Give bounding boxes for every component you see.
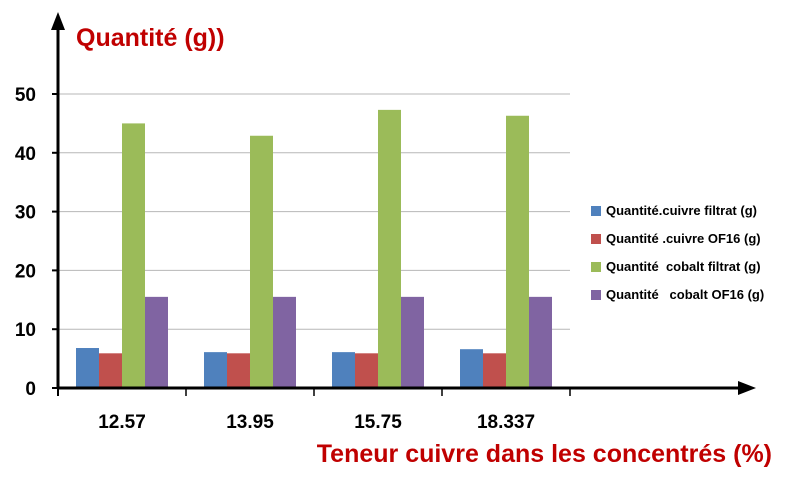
legend-label: Quantité .cuivre OF16 (g) xyxy=(606,231,761,246)
bar xyxy=(122,123,145,389)
y-axis-arrow xyxy=(51,12,65,30)
x-tick-label: 18.337 xyxy=(477,412,535,433)
legend-swatch xyxy=(591,206,601,216)
legend-label: Quantité cobalt filtrat (g) xyxy=(606,259,761,274)
bar xyxy=(401,296,424,388)
legend-label: Quantité.cuivre filtrat (g) xyxy=(606,203,757,218)
y-tick-label: 20 xyxy=(15,261,36,282)
y-axis-title: Quantité (g)) xyxy=(76,24,225,52)
bar xyxy=(250,135,273,388)
bar xyxy=(483,353,506,388)
bar xyxy=(145,296,168,388)
bar xyxy=(76,348,99,388)
bar xyxy=(378,109,401,388)
x-axis-arrow xyxy=(738,381,756,395)
bar xyxy=(99,353,122,388)
legend-label: Quantité cobalt OF16 (g) xyxy=(606,287,764,302)
bar xyxy=(273,296,296,388)
y-tick-label: 0 xyxy=(25,379,36,400)
y-tick-label: 30 xyxy=(15,203,36,224)
legend-swatch xyxy=(591,290,601,300)
bar xyxy=(227,353,250,388)
category-labels: 12.57 13.95 15.75 18.337 xyxy=(98,388,571,433)
y-tick-label: 50 xyxy=(15,85,36,106)
x-tick-label: 13.95 xyxy=(226,412,274,433)
bar xyxy=(529,296,552,388)
x-tick-label: 12.57 xyxy=(98,412,146,433)
legend-swatch xyxy=(591,262,601,272)
bar xyxy=(332,352,355,388)
legend-swatch xyxy=(591,234,601,244)
bars xyxy=(76,109,552,389)
x-tick-label: 15.75 xyxy=(354,412,402,433)
bar xyxy=(355,353,378,388)
y-tick-label: 40 xyxy=(15,144,36,165)
y-tick-label: 10 xyxy=(15,320,36,341)
axes xyxy=(51,12,756,396)
bar xyxy=(506,115,529,389)
legend: Quantité.cuivre filtrat (g) Quantité .cui… xyxy=(591,203,764,302)
bar xyxy=(204,352,227,388)
x-axis-title: Teneur cuivre dans les concentrés (%) xyxy=(317,440,772,468)
y-tick-labels: 0 10 20 30 40 50 xyxy=(15,85,58,400)
bar xyxy=(460,349,483,388)
